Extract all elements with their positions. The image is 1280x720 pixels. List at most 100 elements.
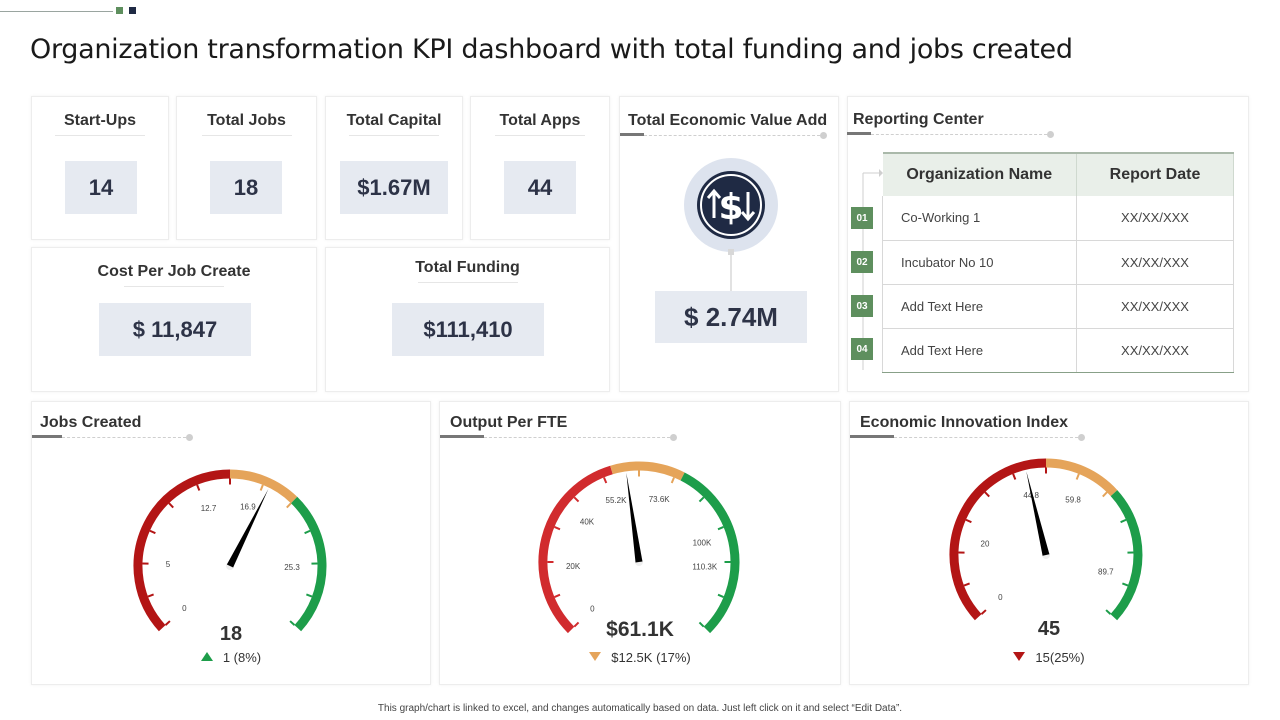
row-number-badge: 02	[851, 251, 873, 273]
gauge-band	[290, 496, 327, 632]
up-arrow-icon	[200, 652, 213, 661]
report-date-cell: XX/XX/XXX	[1076, 284, 1234, 329]
kpi-label: Start-Ups	[63, 112, 136, 129]
gauge-tick	[164, 620, 171, 626]
gauge-band	[1045, 458, 1118, 497]
gauge-delta: $12.5K (17%)	[440, 650, 840, 665]
kpi-value: 14	[65, 161, 137, 214]
kpi-label: Total Apps	[499, 112, 581, 129]
output-per-fte-gauge: 0 20K 40K 55.2K 73.6K 100K 110.3K	[538, 461, 740, 634]
column-header-org[interactable]: Organization Name	[882, 152, 1077, 196]
economic-value: $ 2.74M	[655, 291, 807, 343]
footer-note: This graph/chart is linked to excel, and…	[377, 703, 903, 714]
gauge-tick	[289, 620, 296, 626]
kpi-divider	[55, 135, 145, 136]
down-arrow-icon	[589, 652, 602, 661]
economic-innovation-gauge: 02044.859.889.7	[949, 458, 1143, 621]
gauge-tick	[1122, 582, 1129, 587]
gauge-tick	[149, 529, 156, 535]
gauge-band	[610, 461, 685, 481]
gauge-tick	[603, 477, 608, 484]
gauge-tick	[554, 526, 561, 531]
row-number-badge: 01	[851, 207, 873, 229]
row-number-badge: 04	[851, 338, 873, 360]
kpi-divider	[349, 135, 439, 136]
title-line-dot	[1078, 434, 1085, 441]
card-total-capital[interactable]: Total Capital $1.67M	[325, 96, 463, 240]
gauge-tick-label: 0	[998, 593, 1003, 602]
section-title: Economic Innovation Index	[860, 414, 1069, 431]
gauge-delta: 15(25%)	[850, 650, 1248, 665]
kpi-divider	[124, 286, 224, 287]
gauge-value: 18	[219, 623, 243, 645]
kpi-divider	[201, 135, 292, 136]
card-output-per-fte[interactable]: Output Per FTE 0 20K 40K 55.2K 73.6K 100K 110.…	[439, 401, 841, 685]
delta-text: 1 (8%)	[222, 650, 262, 665]
jobs-created-gauge: 0 5 12.7 16.9 25.3	[133, 469, 327, 632]
title-line-dot	[1047, 131, 1054, 138]
section-title: Jobs Created	[40, 414, 142, 431]
gauge-tick	[1075, 473, 1080, 480]
kpi-value: $1.67M	[340, 161, 448, 214]
gauge-value: $61.1K	[606, 618, 674, 641]
kpi-label: Total Capital	[346, 112, 442, 129]
table-row[interactable]: Co-Working 1 XX/XX/XXX	[882, 196, 1234, 241]
card-cost-per-job[interactable]: Cost Per Job Create $ 11,847	[31, 247, 317, 392]
kpi-divider	[417, 282, 518, 283]
gauge-tick-label: 0	[182, 604, 187, 613]
page-title: Organization transformation KPI dashboar…	[30, 34, 1073, 65]
card-jobs-created[interactable]: Jobs Created 0 5 12.7 16.9 25.3 18 1 (8%)	[31, 401, 431, 685]
gauge-value: 45	[1037, 618, 1061, 640]
card-total-funding[interactable]: Total Funding $111,410	[325, 247, 610, 392]
title-underline	[850, 435, 894, 438]
reporting-table: Organization Name Report Date Co-Working…	[882, 152, 1234, 373]
card-total-jobs[interactable]: Total Jobs 18	[176, 96, 317, 240]
gauge-tick	[196, 484, 201, 491]
title-line-dot	[820, 132, 827, 139]
table-row[interactable]: Add Text Here XX/XX/XXX	[882, 328, 1234, 373]
title-dashed-line	[62, 437, 186, 438]
kpi-value: 44	[504, 161, 576, 214]
gauge-tick	[306, 593, 313, 598]
dollar-exchange-icon: $	[684, 158, 778, 291]
gauge-tick-label: 59.8	[1065, 495, 1081, 504]
delta-text: 15(25%)	[1035, 650, 1085, 665]
gauge-tick	[980, 609, 987, 615]
gauge-band	[133, 469, 231, 632]
gauge-tick	[965, 518, 972, 524]
kpi-label: Total Funding	[415, 259, 520, 276]
org-name-cell: Add Text Here	[882, 328, 1077, 373]
table-row[interactable]: Incubator No 10 XX/XX/XXX	[882, 240, 1234, 285]
gauge-tick-label: 0	[590, 605, 595, 614]
card-startups[interactable]: Start-Ups 14	[31, 96, 169, 240]
card-total-apps[interactable]: Total Apps 44	[470, 96, 610, 240]
kpi-label: Cost Per Job Create	[97, 263, 251, 280]
gauge-tick-label: 40K	[580, 517, 595, 526]
gauge-tick	[984, 491, 990, 498]
card-economic-value[interactable]: Total Economic Value Add $ $ 2.74M	[619, 96, 839, 392]
org-name-cell: Co-Working 1	[882, 196, 1077, 241]
gauge-tick	[286, 502, 292, 509]
card-economic-innovation-index[interactable]: Economic Innovation Index 02044.859.889.…	[849, 401, 1249, 685]
gauge-tick	[554, 593, 561, 598]
kpi-label: Total Jobs	[207, 112, 286, 129]
row-number-badge: 03	[851, 295, 873, 317]
org-name-cell: Add Text Here	[882, 284, 1077, 329]
gauge-tick-label: 89.7	[1098, 567, 1114, 576]
title-dashed-line	[871, 134, 1047, 135]
gauge-tick	[147, 593, 154, 598]
title-dashed-line	[894, 437, 1078, 438]
title-underline	[32, 435, 62, 438]
title-dashed-line	[484, 437, 670, 438]
gauge-needle	[626, 472, 643, 563]
gauge-tick-label: 20	[981, 540, 990, 549]
column-header-date[interactable]: Report Date	[1076, 152, 1234, 196]
gauge-tick-label: 100K	[693, 538, 712, 547]
gauge-needle	[1026, 471, 1050, 556]
gauge-tick-label: 55.2K	[606, 496, 628, 505]
table-row[interactable]: Add Text Here XX/XX/XXX	[882, 284, 1234, 329]
gauge-tick	[698, 621, 705, 628]
report-date-cell: XX/XX/XXX	[1076, 240, 1234, 285]
kpi-value: $ 11,847	[99, 303, 251, 356]
gauge-tick-label: 16.9	[240, 503, 256, 512]
